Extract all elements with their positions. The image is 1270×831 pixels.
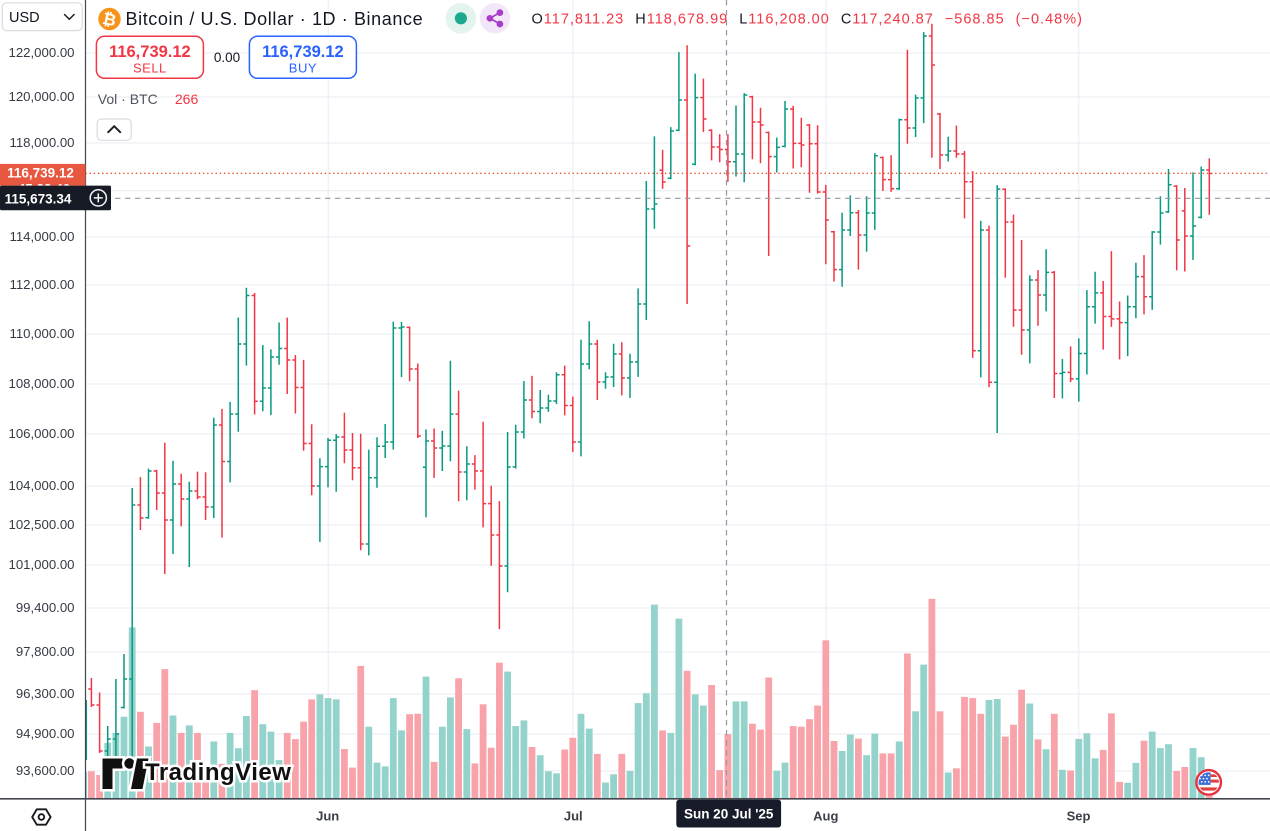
svg-text:108,000.00: 108,000.00 bbox=[8, 376, 74, 391]
svg-text:USD: USD bbox=[9, 10, 40, 26]
svg-text:93,600.00: 93,600.00 bbox=[16, 763, 75, 778]
svg-text:0.00: 0.00 bbox=[214, 50, 240, 65]
svg-text:102,500.00: 102,500.00 bbox=[8, 517, 74, 532]
svg-text:266: 266 bbox=[175, 91, 199, 107]
svg-text:114,000.00: 114,000.00 bbox=[9, 229, 74, 244]
svg-text:118,000.00: 118,000.00 bbox=[9, 135, 74, 150]
svg-text:BUY: BUY bbox=[289, 61, 317, 76]
svg-text:106,000.00: 106,000.00 bbox=[8, 426, 74, 441]
svg-text:Jul: Jul bbox=[564, 809, 583, 824]
svg-text:110,000.00: 110,000.00 bbox=[9, 326, 74, 341]
svg-text:99,400.00: 99,400.00 bbox=[16, 600, 75, 615]
svg-text:112,000.00: 112,000.00 bbox=[9, 277, 74, 292]
svg-text:Sun 20 Jul '25: Sun 20 Jul '25 bbox=[684, 807, 774, 822]
svg-text:O117,811.23 H118,678.99 L116,2: O117,811.23 H118,678.99 L116,208.00 C117… bbox=[532, 11, 1083, 27]
svg-text:SELL: SELL bbox=[133, 61, 167, 76]
svg-text:116,739.12: 116,739.12 bbox=[262, 43, 344, 61]
svg-text:115,673.34: 115,673.34 bbox=[5, 191, 72, 206]
svg-text:TradingView: TradingView bbox=[145, 759, 291, 786]
svg-text:Bitcoin / U.S. Dollar · 1D · B: Bitcoin / U.S. Dollar · 1D · Binance bbox=[126, 9, 424, 29]
svg-text:116,739.12: 116,739.12 bbox=[7, 166, 74, 181]
svg-text:122,000.00: 122,000.00 bbox=[8, 45, 74, 60]
svg-text:120,000.00: 120,000.00 bbox=[8, 89, 74, 104]
svg-text:Sep: Sep bbox=[1067, 809, 1091, 824]
svg-text:101,000.00: 101,000.00 bbox=[8, 557, 74, 572]
svg-text:Vol · BTC: Vol · BTC bbox=[98, 91, 158, 107]
svg-text:104,000.00: 104,000.00 bbox=[8, 478, 74, 493]
svg-text:Aug: Aug bbox=[813, 809, 838, 824]
svg-text:45 23 40: 45 23 40 bbox=[18, 181, 71, 196]
svg-text:Jun: Jun bbox=[316, 809, 339, 824]
svg-text:₿: ₿ bbox=[101, 10, 118, 30]
svg-text:94,900.00: 94,900.00 bbox=[16, 726, 75, 741]
svg-text:116,739.12: 116,739.12 bbox=[109, 43, 191, 61]
svg-text:96,300.00: 96,300.00 bbox=[16, 686, 75, 701]
svg-text:97,800.00: 97,800.00 bbox=[16, 644, 75, 659]
